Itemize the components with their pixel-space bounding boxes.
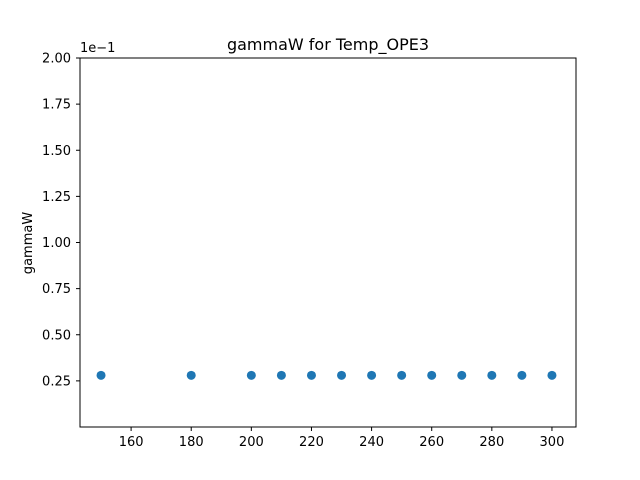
plot-frame [79,57,577,428]
data-point [276,370,286,380]
x-tick-label: 260 [419,435,444,450]
x-tick-label: 180 [179,435,204,450]
y-tick-label: 1.75 [42,98,71,113]
data-points [96,370,557,380]
y-tick-label: 1.00 [42,236,71,251]
data-point [547,370,557,380]
y-axis-offset-label: 1e−1 [80,41,115,56]
data-point [367,370,377,380]
y-tick-label: 1.50 [42,144,71,159]
y-tick-label: 0.50 [42,328,71,343]
axis-ticks: 160 180 200 220 240 260 280 300 0.25 0.50 0.75 1.00… [42,52,564,451]
y-tick-label: 0.75 [42,282,71,297]
data-point [517,370,527,380]
y-axis-label: gammaW [21,212,36,275]
y-tick-label: 2.00 [42,52,71,67]
x-tick-label: 240 [359,435,384,450]
data-point [487,370,497,380]
y-tick-label: 1.25 [42,190,71,205]
data-point [96,370,106,380]
x-tick-label: 220 [299,435,324,450]
x-tick-label: 280 [479,435,504,450]
data-point [306,370,316,380]
y-tick-label: 0.25 [42,374,71,389]
data-point [246,370,256,380]
x-tick-label: 300 [540,435,565,450]
chart-title: gammaW for Temp_OPE3 [227,35,429,55]
x-tick-label: 160 [119,435,144,450]
data-point [427,370,437,380]
data-point [186,370,196,380]
data-point [397,370,407,380]
x-tick-label: 200 [239,435,264,450]
data-point [457,370,467,380]
data-point [337,370,347,380]
